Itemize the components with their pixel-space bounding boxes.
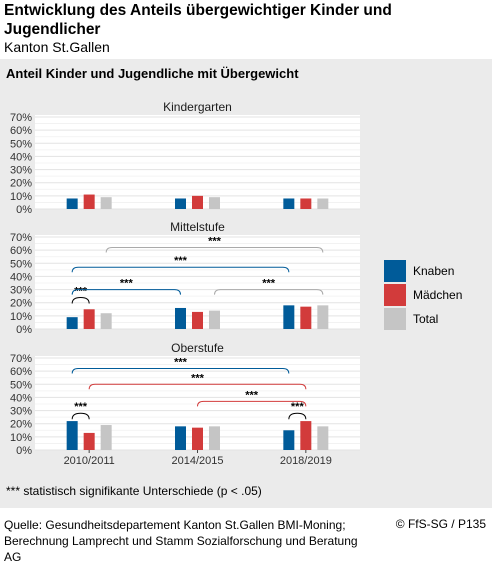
y-tick-label: 20%: [10, 178, 32, 190]
significance-label-mittelstufe-4: ***: [262, 278, 276, 290]
bar-oberstufe-total-0: [100, 425, 112, 450]
y-tick-label: 40%: [10, 151, 32, 163]
bar-kindergarten-maedchen-0: [83, 194, 95, 209]
bar-mittelstufe-total-0: [100, 313, 112, 329]
y-tick-label: 60%: [10, 125, 32, 137]
bar-mittelstufe-maedchen-1: [192, 311, 203, 329]
significance-label-oberstufe-3: ***: [245, 389, 259, 401]
bar-mittelstufe-knaben-2: [283, 305, 295, 329]
page-subtitle: Kanton St.Gallen: [4, 39, 110, 55]
bar-kindergarten-knaben-1: [175, 198, 186, 209]
significance-label-oberstufe-4: ***: [291, 401, 305, 413]
bar-mittelstufe-knaben-0: [66, 317, 78, 329]
significance-bracket-mittelstufe-2: [71, 266, 290, 273]
y-tick-label: 50%: [10, 258, 32, 270]
y-tick-label: 30%: [10, 285, 32, 297]
y-tick-label: 20%: [10, 419, 32, 431]
y-tick-label: 60%: [10, 245, 32, 257]
x-tick-label-2: 2018/2019: [280, 455, 332, 467]
y-tick-label: 20%: [10, 298, 32, 310]
legend-label-maedchen: Mädchen: [413, 288, 463, 302]
bar-oberstufe-maedchen-1: [192, 427, 203, 450]
y-tick-label: 50%: [10, 138, 32, 150]
bar-mittelstufe-maedchen-2: [300, 306, 312, 329]
significance-bracket-oberstufe-0: [71, 412, 90, 420]
significance-bracket-oberstufe-3: [197, 400, 307, 407]
significance-label-mittelstufe-0: ***: [74, 285, 88, 297]
legend-swatch-knaben: [384, 260, 406, 282]
significance-label-mittelstufe-1: ***: [120, 278, 134, 290]
significance-bracket-oberstufe-2: [88, 383, 307, 390]
significance-bracket-mittelstufe-4: [214, 289, 324, 295]
bar-oberstufe-total-2: [317, 426, 329, 450]
y-tick-label: 70%: [10, 112, 32, 124]
bar-mittelstufe-total-1: [209, 310, 220, 329]
bar-mittelstufe-knaben-1: [175, 307, 186, 329]
y-tick-label: 10%: [10, 191, 32, 203]
bar-oberstufe-maedchen-2: [300, 421, 312, 450]
bar-mittelstufe-maedchen-0: [83, 309, 95, 329]
significance-bracket-mittelstufe-3: [105, 247, 324, 253]
bar-oberstufe-knaben-1: [175, 426, 186, 450]
panel-title-kindergarten: Kindergarten: [163, 100, 232, 114]
significance-bracket-mittelstufe-0: [71, 296, 90, 304]
y-tick-label: 30%: [10, 165, 32, 177]
bar-kindergarten-knaben-0: [66, 198, 78, 209]
y-tick-label: 70%: [10, 232, 32, 244]
copyright-credit: © FfS-SG / P135: [395, 517, 486, 531]
legend-label-knaben: Knaben: [413, 264, 455, 278]
bar-kindergarten-total-2: [317, 198, 329, 209]
bar-oberstufe-maedchen-0: [83, 432, 95, 450]
significance-bracket-oberstufe-4: [288, 412, 307, 420]
legend-swatch-total: [384, 308, 406, 330]
y-tick-label: 40%: [10, 271, 32, 283]
x-tick-label-1: 2014/2015: [172, 455, 224, 467]
y-tick-label: 10%: [10, 432, 32, 444]
significance-label-mittelstufe-2: ***: [174, 255, 188, 267]
chart-title: Anteil Kinder und Jugendliche mit Überge…: [6, 66, 299, 81]
y-tick-label: 40%: [10, 392, 32, 404]
page-title: Entwicklung des Anteils übergewichtiger …: [4, 2, 392, 38]
y-tick-label: 0%: [16, 324, 32, 336]
bar-kindergarten-total-1: [209, 197, 220, 209]
bar-oberstufe-knaben-0: [66, 421, 78, 450]
bar-oberstufe-knaben-2: [283, 430, 295, 450]
significance-label-oberstufe-1: ***: [174, 357, 188, 369]
legend-item-knaben: Knaben: [384, 259, 462, 283]
bar-kindergarten-total-0: [100, 197, 112, 209]
bar-oberstufe-total-1: [209, 426, 220, 450]
x-tick-label-0: 2010/2011: [64, 455, 115, 467]
y-tick-label: 70%: [10, 353, 32, 365]
bar-kindergarten-maedchen-1: [192, 195, 203, 209]
bar-kindergarten-maedchen-2: [300, 198, 312, 209]
legend-swatch-maedchen: [384, 284, 406, 306]
significance-footnote: *** statistisch signifikante Unterschied…: [6, 484, 262, 498]
legend-item-maedchen: Mädchen: [384, 283, 462, 307]
panel-plot-area-kindergarten: [35, 115, 360, 209]
significance-label-mittelstufe-3: ***: [208, 236, 222, 248]
legend-item-total: Total: [384, 307, 462, 331]
panel-title-mittelstufe: Mittelstufe: [170, 220, 225, 234]
y-tick-label: 0%: [16, 204, 32, 216]
bar-mittelstufe-total-2: [317, 305, 329, 329]
y-tick-label: 10%: [10, 311, 32, 323]
faceted-bar-chart: Kindergarten0%10%20%30%40%50%60%70%Mitte…: [10, 100, 360, 467]
significance-bracket-mittelstufe-1: [71, 289, 181, 295]
bar-kindergarten-knaben-2: [283, 198, 295, 209]
y-tick-label: 30%: [10, 406, 32, 418]
y-tick-label: 60%: [10, 366, 32, 378]
y-tick-label: 0%: [16, 445, 32, 457]
legend: Knaben Mädchen Total: [384, 259, 462, 331]
source-note: Quelle: Gesundheitsdepartement Kanton St…: [4, 518, 358, 564]
legend-label-total: Total: [413, 312, 439, 326]
y-tick-label: 50%: [10, 379, 32, 391]
significance-bracket-oberstufe-1: [71, 368, 290, 374]
panel-title-oberstufe: Oberstufe: [171, 341, 224, 355]
significance-label-oberstufe-2: ***: [191, 372, 205, 384]
significance-label-oberstufe-0: ***: [74, 401, 88, 413]
